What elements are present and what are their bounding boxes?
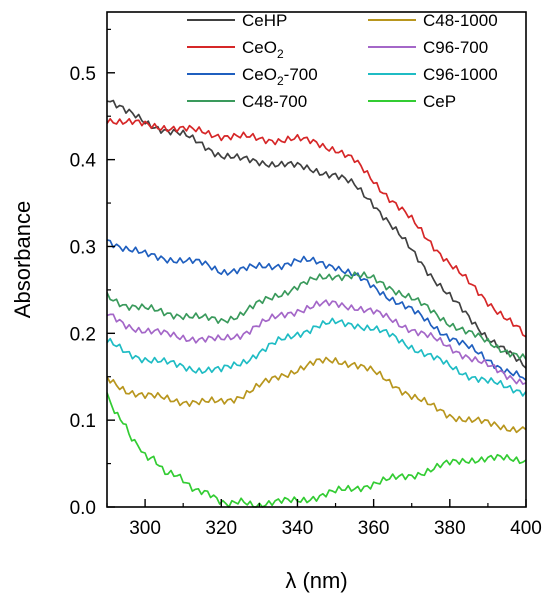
- series-line-ceo2: [106, 117, 527, 338]
- series-line-cep: [106, 392, 527, 508]
- x-tick-label: 400: [510, 518, 542, 539]
- x-tick-label: 380: [434, 518, 466, 539]
- legend-label: CeP: [423, 92, 456, 111]
- legend-label: C96-700: [423, 38, 488, 57]
- legend-item-cep: CeP: [368, 92, 456, 111]
- y-tick-label: 0.3: [70, 237, 96, 258]
- legend-item-ceo2-700: CeO2-700: [187, 65, 318, 88]
- tick-layer: 300 320 340 360 380 400 0.0 0.1 0.2 0.3 0.4 0.5: [70, 28, 542, 539]
- legend-label-base: C96-700: [423, 38, 488, 57]
- y-tick-label: 0.5: [70, 64, 96, 85]
- legend-item-c48-700: C48-700: [187, 92, 307, 111]
- x-axis-title: λ (nm): [285, 568, 347, 593]
- legend-item-c96-1000: C96-1000: [368, 65, 498, 84]
- legend-label: CeO2: [242, 38, 284, 61]
- y-axis-title: Absorbance: [10, 201, 35, 318]
- y-tick-label: 0.4: [70, 151, 97, 172]
- legend-label: C48-1000: [423, 11, 498, 30]
- legend-label: C96-1000: [423, 65, 498, 84]
- legend-label-base: C96-1000: [423, 65, 498, 84]
- legend-label-base: CeO: [242, 38, 277, 57]
- legend: CeHPCeO2CeO2-700C48-700C48-1000C96-700C9…: [187, 11, 498, 111]
- plot-frame: [106, 11, 527, 508]
- series-line-c96-1000: [106, 317, 527, 397]
- legend-label-base: CeP: [423, 92, 456, 111]
- legend-item-ceo2: CeO2: [187, 38, 284, 61]
- x-tick-label: 320: [205, 518, 237, 539]
- series-line-ceo2-700: [106, 239, 527, 381]
- legend-label: CeO2-700: [242, 65, 318, 88]
- legend-item-cehp: CeHP: [187, 11, 287, 30]
- legend-label: C48-700: [242, 92, 307, 111]
- legend-label: CeHP: [242, 11, 287, 30]
- series-line-c48-700: [106, 271, 527, 360]
- y-tick-label: 0.2: [70, 324, 96, 345]
- series-line-c48-1000: [106, 356, 527, 434]
- x-tick-label: 340: [282, 518, 314, 539]
- legend-label-base: CeHP: [242, 11, 287, 30]
- legend-item-c96-700: C96-700: [368, 38, 488, 57]
- x-tick-label: 300: [129, 518, 161, 539]
- y-tick-label: 0.1: [70, 411, 96, 432]
- series-line-c96-700: [106, 299, 527, 385]
- legend-item-c48-1000: C48-1000: [368, 11, 498, 30]
- legend-label-base: C48-700: [242, 92, 307, 111]
- legend-label-subscript: 2: [277, 47, 284, 61]
- x-tick-label: 360: [358, 518, 390, 539]
- y-tick-label: 0.0: [70, 498, 96, 519]
- legend-label-base: C48-1000: [423, 11, 498, 30]
- series-layer: [106, 99, 527, 508]
- legend-label-base: CeO: [242, 65, 277, 84]
- legend-label-suffix: -700: [284, 65, 318, 84]
- legend-label-subscript: 2: [277, 74, 284, 88]
